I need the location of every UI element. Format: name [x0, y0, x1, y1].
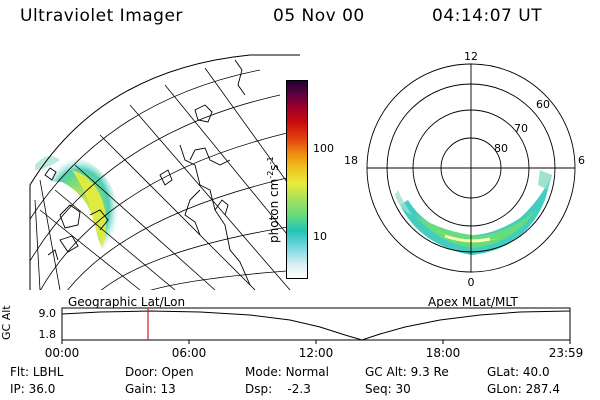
x-tick-2359: 23:59 [549, 346, 584, 360]
status-ip: IP: 36.0 [10, 382, 56, 396]
time-ticks [61, 340, 571, 344]
polar-grid [366, 63, 576, 273]
status-mode: Mode: Normal [245, 365, 329, 379]
geographic-caption: Geographic Lat/Lon [68, 295, 186, 309]
colorbar [286, 80, 308, 279]
colorbar-tick-10: 10 [313, 230, 327, 243]
status-gc-alt: GC Alt: 9.3 Re [365, 365, 449, 379]
status-glat: GLat: 40.0 [487, 365, 550, 379]
status-seq: Seq: 30 [365, 382, 411, 396]
status-dsp: Dsp: -2.3 [245, 382, 311, 396]
lat-lon-grid [30, 67, 300, 290]
plot-frame [61, 307, 571, 341]
aurora-emission-right [395, 170, 552, 255]
mlt-label-0: 0 [468, 276, 475, 289]
apex-caption: Apex MLat/MLT [428, 295, 518, 309]
mlt-label-12: 12 [464, 50, 478, 63]
altitude-trace [61, 310, 571, 341]
lat-label-60: 60 [536, 98, 550, 111]
polar-mlt-map: 12 18 6 0 60 70 80 [344, 50, 585, 289]
earth-limb [29, 54, 300, 290]
coastlines [44, 59, 251, 286]
status-gain: Gain: 13 [125, 382, 176, 396]
status-glon: GLon: 287.4 [487, 382, 560, 396]
instrument-title: Ultraviolet Imager [20, 6, 183, 26]
x-tick-1800: 18:00 [426, 346, 461, 360]
x-tick-0600: 06:00 [172, 346, 207, 360]
lat-label-70: 70 [514, 122, 528, 135]
mlt-label-6: 6 [578, 154, 585, 167]
lat-label-80: 80 [494, 142, 508, 155]
y-tick-min: 1.8 [39, 328, 57, 341]
y-tick-max: 9.0 [39, 307, 57, 320]
y-axis-title: GC Alt [0, 305, 13, 340]
aurora-emission-left [35, 156, 119, 262]
mlt-label-18: 18 [344, 154, 358, 167]
svg-text:photon cm-2s-1: photon cm-2s-1 [266, 156, 281, 243]
colorbar-unit-label: photon cm-2s-1 [266, 156, 281, 243]
geographic-map [29, 54, 300, 290]
x-tick-0000: 00:00 [45, 346, 80, 360]
time-label: 04:14:07 UT [432, 6, 543, 26]
status-flt: Flt: LBHL [10, 365, 64, 379]
date-label: 05 Nov 00 [273, 6, 365, 26]
x-tick-1200: 12:00 [299, 346, 334, 360]
colorbar-tick-100: 100 [313, 142, 334, 155]
orbit-altitude-plot: GC Alt 9.0 1.8 00:00 06:00 12:00 18:00 2… [0, 305, 584, 360]
status-door: Door: Open [125, 365, 194, 379]
